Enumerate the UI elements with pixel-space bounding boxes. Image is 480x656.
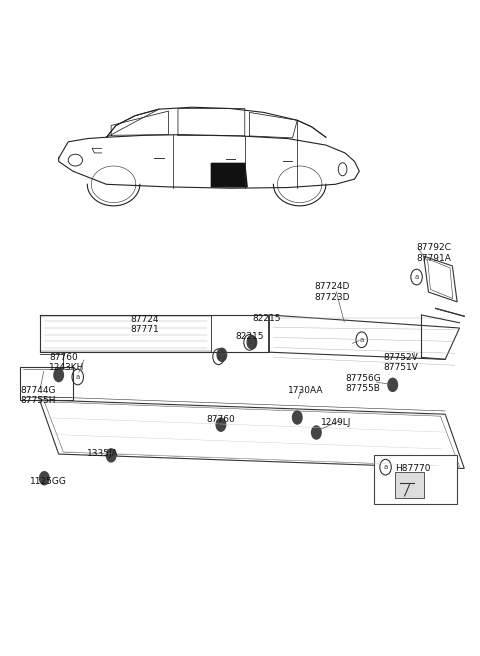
Circle shape (54, 369, 63, 382)
Text: a: a (247, 339, 252, 345)
Text: H87770: H87770 (395, 464, 431, 473)
Text: 82215: 82215 (235, 332, 264, 341)
Text: 1730AA: 1730AA (288, 386, 323, 394)
Circle shape (247, 336, 257, 349)
Text: 1125GG: 1125GG (30, 477, 67, 486)
Text: 87792C
87791A: 87792C 87791A (417, 243, 452, 262)
Text: a: a (414, 274, 419, 280)
Circle shape (388, 379, 397, 392)
Text: 1335JA: 1335JA (87, 449, 119, 458)
FancyBboxPatch shape (373, 455, 457, 504)
FancyBboxPatch shape (395, 472, 424, 498)
Text: 87760
1243KH: 87760 1243KH (49, 353, 84, 373)
Text: 1249LJ: 1249LJ (321, 419, 351, 427)
Circle shape (107, 449, 116, 462)
Polygon shape (211, 163, 247, 187)
Text: a: a (360, 337, 364, 342)
Circle shape (217, 348, 227, 361)
Text: 82215: 82215 (252, 314, 280, 323)
Circle shape (39, 472, 49, 485)
Text: 87752V
87751V: 87752V 87751V (383, 353, 418, 373)
Text: a: a (384, 464, 388, 470)
Text: 87724
87771: 87724 87771 (130, 315, 159, 335)
Circle shape (312, 426, 321, 439)
Text: a: a (216, 354, 221, 359)
Text: a: a (76, 374, 80, 380)
Text: 87724D
87723D: 87724D 87723D (314, 282, 349, 302)
Text: 87744G
87755H: 87744G 87755H (21, 386, 56, 405)
Text: 87756G
87755B: 87756G 87755B (345, 374, 381, 393)
Circle shape (292, 411, 302, 424)
Circle shape (216, 418, 226, 431)
Text: 87760: 87760 (206, 415, 235, 424)
